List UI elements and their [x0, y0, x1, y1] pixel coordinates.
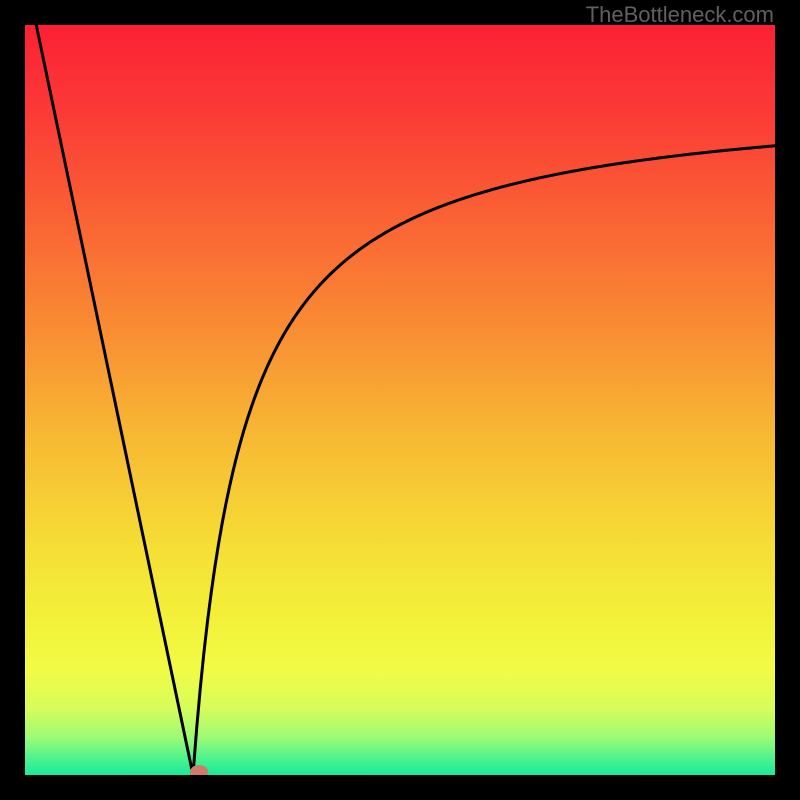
chart-plot-area — [25, 25, 775, 775]
chart-background — [25, 25, 775, 775]
chart-svg — [25, 25, 775, 775]
